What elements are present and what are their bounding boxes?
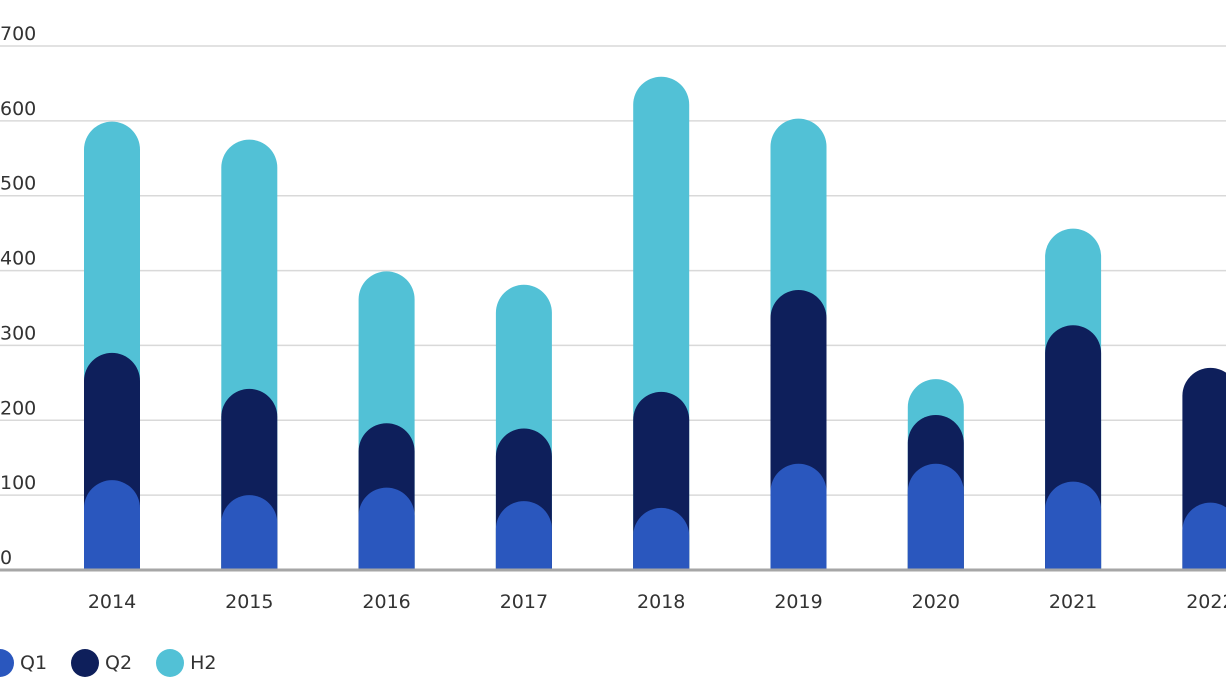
x-tick-label: 2016	[362, 591, 410, 613]
legend: Q1 Q2 H2	[0, 648, 240, 678]
bar-q1-2016	[358, 487, 415, 570]
x-tick-label: 2017	[500, 591, 548, 613]
y-tick-label: 0	[0, 547, 12, 569]
y-tick-label: 700	[0, 23, 36, 45]
y-tick-label: 600	[0, 98, 36, 120]
legend-label: Q2	[105, 652, 133, 674]
bar-q1-2017	[495, 501, 552, 570]
bars	[84, 76, 1226, 571]
x-tick-label: 2014	[88, 591, 136, 613]
x-tick-label: 2018	[637, 591, 685, 613]
x-tick-label: 2021	[1049, 591, 1097, 613]
y-tick-label: 500	[0, 173, 36, 195]
x-axis-ticks: 2014 2015 2016 2017 2018 2019 2020 2021 2022	[88, 591, 1226, 613]
gridlines	[0, 45, 1226, 496]
legend-swatch	[71, 649, 100, 677]
y-axis-ticks: 0 100 200 300 400 500 600 700	[0, 23, 36, 569]
legend-label: Q1	[20, 652, 48, 674]
x-tick-label: 2020	[912, 591, 960, 613]
y-tick-label: 300	[0, 322, 36, 344]
bar-q1-2014	[84, 480, 140, 570]
legend-swatch	[0, 649, 14, 677]
legend-label: H2	[190, 652, 217, 674]
bar-q1-2022	[1182, 502, 1226, 570]
y-tick-label: 200	[0, 397, 36, 419]
legend-item-h2: H2	[156, 649, 216, 677]
bar-q1-2020	[907, 463, 964, 570]
bar-q1-2021	[1045, 481, 1102, 570]
bar-q1-2015	[221, 495, 278, 570]
legend-swatch	[156, 649, 185, 677]
x-tick-label: 2015	[225, 591, 273, 613]
legend-item-q2: Q2	[71, 649, 132, 677]
bar-q1-2019	[770, 463, 827, 570]
x-tick-label: 2019	[774, 591, 822, 613]
bar-q1-2018	[633, 507, 690, 570]
x-tick-label: 2022	[1186, 591, 1226, 613]
legend-item-q1: Q1	[0, 649, 47, 677]
y-tick-label: 100	[0, 472, 36, 494]
y-tick-label: 400	[0, 248, 36, 270]
